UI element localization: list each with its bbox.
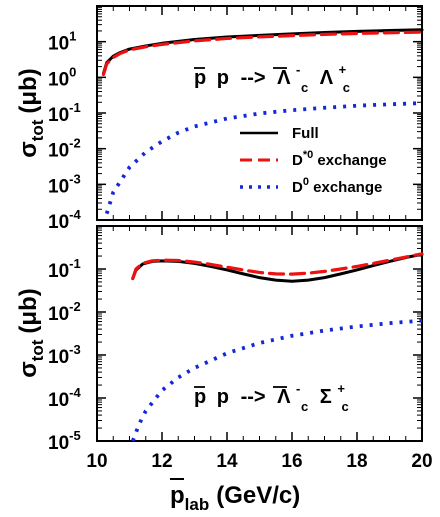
top-y-axis-label: σtot(μb) [15,68,47,157]
top-y-tick-label: 101 [48,29,76,55]
bottom-series-dashed [131,252,424,281]
bottom-series-dotted [130,318,423,442]
legend: Full D*0 exchange D0 exchange [240,125,387,196]
x-tick-label: 16 [281,451,302,472]
bottom-y-axis-label: σtot(μb) [15,288,47,377]
x-tick-label: 10 [86,451,107,472]
top-y-tick-label: 10-4 [48,207,81,233]
x-tick-label: 18 [346,451,367,472]
x-tick-labels: 10 12 14 16 18 20 [86,451,432,472]
bottom-y-tick-label: 10-5 [48,428,81,454]
bottom-y-tick-label: 10-4 [48,385,81,411]
legend-label-full: Full [292,125,319,142]
bottom-series-lines [130,252,424,442]
bottom-y-tick-label: 10-2 [48,299,81,325]
bottom-reaction-label: p p --> Λ - c Σ + c [194,376,350,416]
bottom-axis-ticks [96,225,423,442]
x-tick-label: 14 [216,451,238,472]
bottom-series-solid [131,252,424,283]
x-axis-label: plab (GeV/c) [170,482,300,514]
bottom-plot-frame [96,225,423,442]
top-y-tick-labels: 101 100 10-1 10-2 10-3 10-4 [48,29,81,233]
top-y-tick-label: 10-3 [48,171,81,197]
top-y-tick-label: 10-1 [48,100,81,126]
top-axis-ticks [96,5,423,221]
bottom-y-tick-label: 10-1 [48,256,81,282]
top-y-tick-label: 10-2 [48,136,81,162]
top-y-tick-label: 100 [48,64,76,90]
x-tick-label: 20 [411,451,432,472]
legend-label-dstar0: D*0 exchange [292,149,387,169]
top-reaction-label: p p --> Λ - c Λ + c [194,57,352,97]
top-panel: 101 100 10-1 10-2 10-3 10-4 p p --> Λ - c Λ +… [15,5,424,233]
bottom-y-tick-label: 10-3 [48,342,81,368]
x-tick-label: 12 [151,451,172,472]
top-series-dashed [101,30,424,77]
top-series-lines [101,28,424,215]
legend-label-d0: D0 exchange [292,176,382,196]
bottom-panel: 10-1 10-2 10-3 10-4 10-5 10 12 14 16 18 20 p p --… [15,225,433,514]
bottom-y-tick-labels: 10-1 10-2 10-3 10-4 10-5 [48,256,81,454]
